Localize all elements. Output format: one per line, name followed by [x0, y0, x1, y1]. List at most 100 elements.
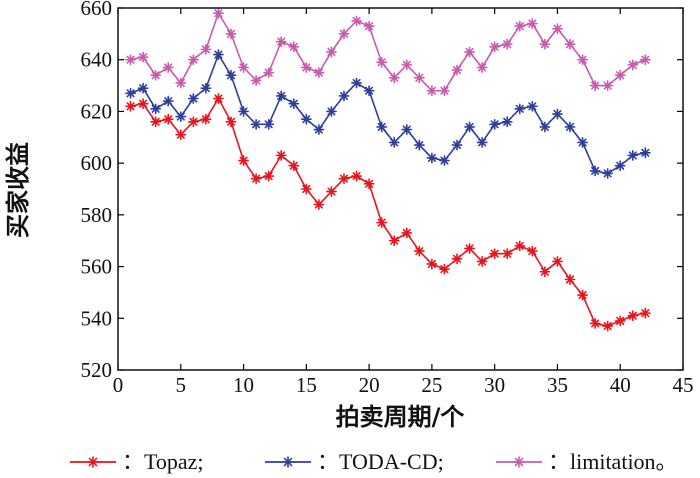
data-point-limitation: [426, 85, 438, 97]
data-point-toda-cd: [464, 121, 475, 133]
data-point-toda-cd: [275, 90, 287, 102]
legend-swatch-marker: [513, 456, 525, 468]
data-point-toda-cd: [501, 116, 513, 128]
data-point-limitation: [175, 77, 187, 89]
data-point-toda-cd: [376, 121, 388, 133]
data-point-toda-cd: [313, 124, 325, 135]
legend-entry-toda-cd: ：TODA-CD;: [265, 449, 444, 474]
data-point-toda-cd: [602, 168, 614, 179]
data-point-limitation: [439, 85, 450, 97]
data-point-limitation: [187, 54, 199, 66]
x-axis-title: 拍卖周期/个: [336, 403, 466, 431]
data-point-toda-cd: [213, 49, 224, 60]
data-point-toda-cd: [439, 155, 450, 166]
data-point-limitation: [501, 38, 513, 50]
data-point-limitation: [363, 20, 375, 32]
data-point-limitation: [125, 54, 136, 66]
legend: ：Topaz; ：TODA-CD; ：limitation。: [70, 449, 678, 474]
data-point-topaz: [200, 113, 212, 125]
data-point-toda-cd: [476, 137, 488, 148]
legend-swatch-marker: [87, 456, 99, 468]
data-point-topaz: [275, 149, 287, 161]
data-point-topaz: [489, 248, 501, 260]
data-point-toda-cd: [539, 121, 551, 133]
data-point-topaz: [627, 310, 639, 322]
data-point-toda-cd: [263, 118, 275, 130]
data-point-toda-cd: [589, 165, 601, 177]
data-point-toda-cd: [162, 95, 174, 107]
y-tick-label: 620: [81, 99, 113, 123]
legend-swatch-marker: [282, 456, 294, 468]
y-tick-label: 600: [81, 151, 113, 175]
data-point-topaz: [137, 98, 149, 110]
data-point-topaz: [313, 199, 325, 210]
data-point-toda-cd: [639, 147, 651, 159]
data-point-limitation: [514, 20, 526, 32]
data-point-topaz: [225, 116, 237, 128]
data-point-limitation: [526, 18, 538, 29]
data-point-toda-cd: [187, 93, 199, 104]
data-point-toda-cd: [300, 113, 312, 125]
data-point-limitation: [589, 80, 601, 91]
data-point-topaz: [514, 240, 526, 252]
data-point-topaz: [175, 129, 187, 141]
data-point-toda-cd: [526, 100, 538, 112]
data-point-topaz: [326, 186, 337, 197]
data-point-limitation: [351, 15, 362, 27]
series-line-toda-cd: [130, 53, 646, 175]
data-point-topaz: [526, 245, 538, 257]
data-point-topaz: [250, 173, 262, 185]
data-point-toda-cd: [225, 69, 237, 81]
data-point-toda-cd: [137, 82, 149, 94]
data-point-topaz: [614, 315, 626, 327]
data-point-topaz: [501, 248, 513, 260]
data-point-topaz: [150, 116, 162, 128]
data-point-topaz: [413, 245, 425, 257]
data-point-toda-cd: [413, 139, 425, 151]
data-point-limitation: [476, 62, 488, 73]
data-point-topaz: [363, 178, 375, 190]
data-point-toda-cd: [351, 77, 362, 89]
x-tick-label: 40: [610, 373, 631, 397]
data-point-toda-cd: [150, 103, 162, 115]
data-point-limitation: [489, 41, 501, 53]
data-point-toda-cd: [401, 124, 413, 135]
data-point-toda-cd: [125, 87, 136, 99]
x-tick-label: 45: [673, 373, 694, 397]
legend-label: ：TODA-CD;: [317, 449, 444, 474]
data-point-limitation: [250, 75, 262, 86]
data-point-toda-cd: [614, 160, 626, 172]
legend-entry-topaz: ：Topaz;: [70, 449, 204, 474]
data-point-topaz: [125, 100, 136, 112]
data-point-limitation: [388, 72, 400, 84]
data-point-limitation: [552, 23, 563, 35]
y-tick-label: 520: [81, 358, 113, 382]
data-point-toda-cd: [426, 152, 438, 164]
data-point-topaz: [263, 170, 275, 182]
legend-entry-limitation: ：limitation。: [496, 449, 678, 474]
data-point-topaz: [426, 258, 438, 270]
x-tick-label: 0: [113, 373, 124, 397]
y-tick-label: 580: [81, 203, 113, 227]
x-tick-label: 15: [296, 373, 317, 397]
data-point-limitation: [401, 59, 413, 71]
data-point-toda-cd: [250, 118, 262, 130]
data-point-limitation: [539, 38, 551, 50]
data-point-topaz: [213, 93, 224, 104]
y-tick-label: 640: [81, 48, 113, 72]
data-point-topaz: [388, 235, 400, 247]
y-tick-label: 560: [81, 255, 113, 279]
data-point-limitation: [639, 54, 651, 66]
data-point-topaz: [451, 253, 463, 265]
data-point-topaz: [464, 243, 475, 254]
x-tick-label: 5: [176, 373, 187, 397]
data-point-limitation: [225, 28, 237, 40]
data-point-limitation: [627, 59, 639, 71]
data-point-toda-cd: [489, 118, 501, 130]
data-point-topaz: [162, 113, 174, 125]
data-point-topaz: [238, 155, 249, 166]
data-point-toda-cd: [564, 121, 576, 133]
data-point-limitation: [213, 7, 224, 19]
data-point-topaz: [439, 263, 450, 275]
plot-area: [125, 7, 651, 332]
